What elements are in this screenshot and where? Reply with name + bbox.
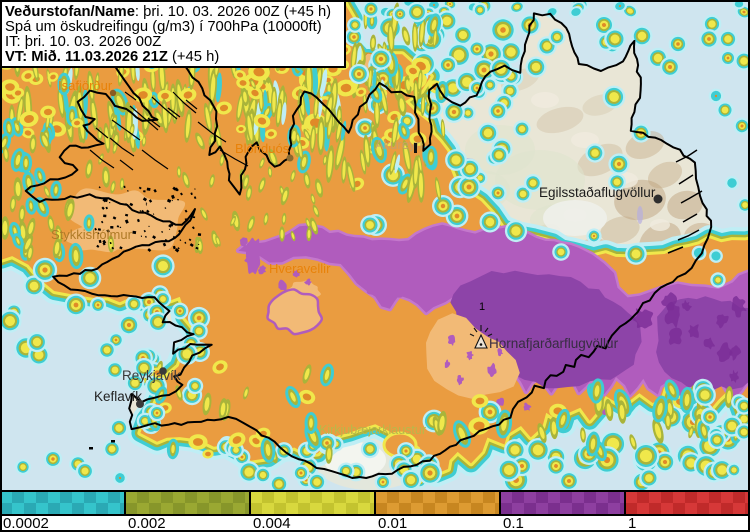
svg-text:Reykjavík: Reykjavík [122, 368, 181, 383]
svg-text:IT: þri. 10. 03. 2026 00Z: IT: þri. 10. 03. 2026 00Z [5, 34, 161, 50]
svg-text:1: 1 [479, 301, 485, 313]
svg-text:Egilsstaðaflugvöllur: Egilsstaðaflugvöllur [539, 185, 656, 200]
svg-text:0.002: 0.002 [128, 515, 166, 532]
svg-text:Blönduós: Blönduós [235, 141, 290, 156]
svg-text:Stykkishólmur: Stykkishólmur [51, 227, 133, 242]
svg-text:Akureyri: Akureyri [375, 137, 423, 152]
svg-text:0.004: 0.004 [253, 515, 291, 532]
svg-text:VT: Mið. 11.03.2026 21Z (+45 h: VT: Mið. 11.03.2026 21Z (+45 h) [5, 49, 219, 65]
svg-text:Hveravellir: Hveravellir [269, 261, 331, 276]
svg-text:Keflavík: Keflavík [94, 389, 142, 404]
svg-text:Ísafjörður: Ísafjörður [58, 78, 113, 93]
svg-text:1: 1 [628, 515, 636, 532]
svg-text:0.01: 0.01 [378, 515, 407, 532]
svg-text:0.1: 0.1 [503, 515, 524, 532]
svg-text:Kirkjubæjarklaustur: Kirkjubæjarklaustur [319, 423, 426, 437]
svg-text:0.0002: 0.0002 [3, 515, 49, 532]
svg-text:Veðurstofan/Name: þri. 10. 03.: Veðurstofan/Name: þri. 10. 03. 2026 00Z … [5, 4, 331, 20]
svg-text:Hornafjarðarflugvöllur: Hornafjarðarflugvöllur [489, 336, 619, 351]
svg-text:Spá um öskudreifingu (g/m3) í: Spá um öskudreifingu (g/m3) í 700hPa (10… [5, 19, 322, 35]
